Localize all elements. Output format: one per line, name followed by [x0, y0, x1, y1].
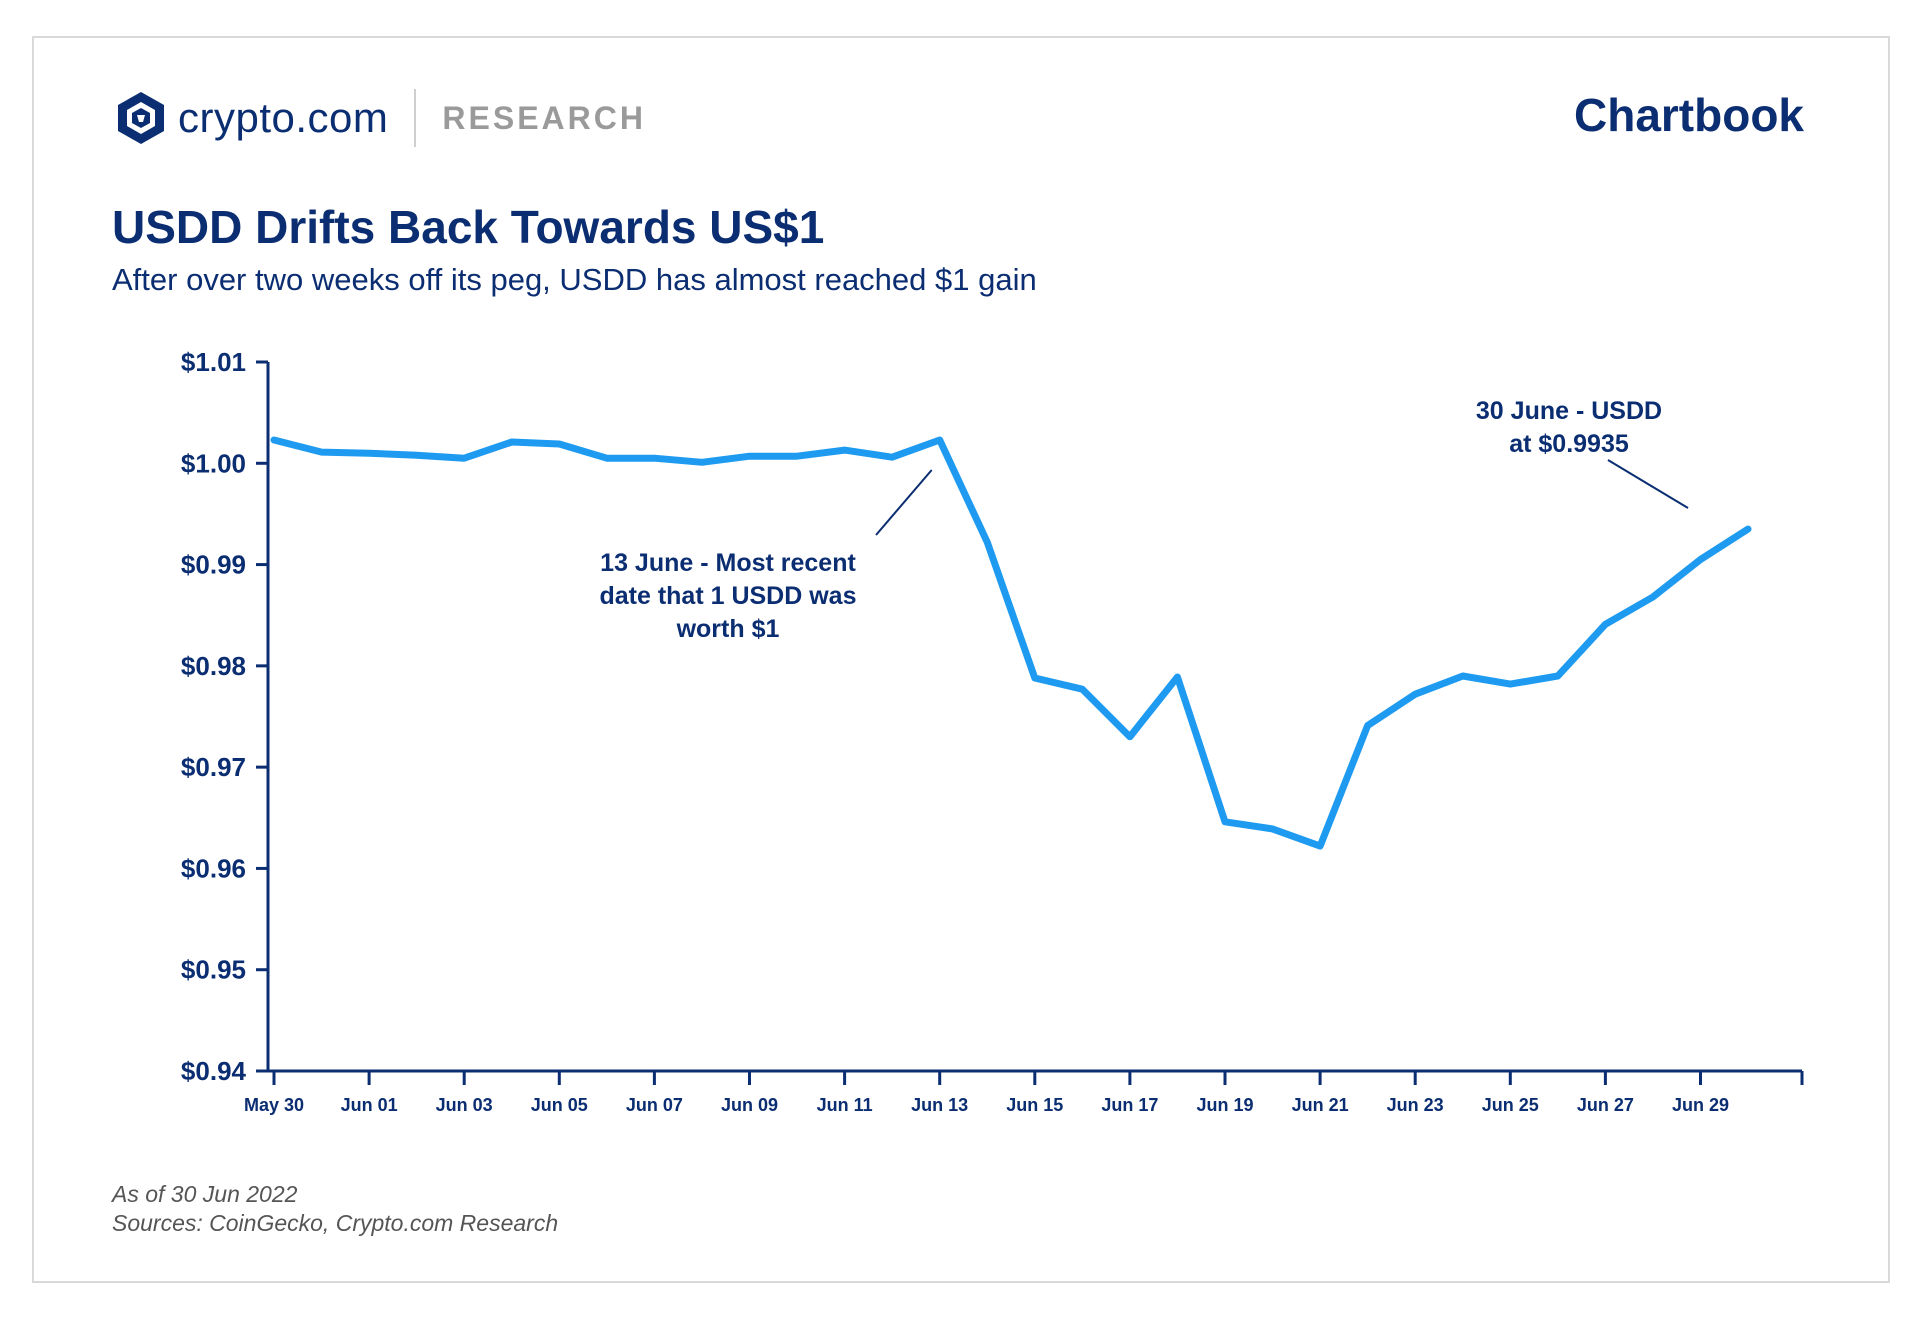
y-tick-label: $1.00: [181, 448, 246, 478]
x-tick-label: Jun 07: [626, 1095, 683, 1115]
chart-title: USDD Drifts Back Towards US$1: [112, 201, 825, 253]
x-tick-label: Jun 17: [1101, 1095, 1158, 1115]
x-tick-label: Jun 11: [817, 1095, 873, 1115]
x-tick-label: Jun 01: [341, 1095, 398, 1115]
crypto-com-lion-shield-icon: [118, 92, 164, 144]
y-tick-label: $0.98: [181, 651, 246, 681]
x-tick-label: Jun 21: [1292, 1095, 1349, 1115]
annotation-leader-line: [875, 469, 933, 536]
annotation-text: 30 June - USDD: [1476, 397, 1662, 425]
header-divider: [414, 89, 417, 147]
chart-subtitle: After over two weeks off its peg, USDD h…: [112, 262, 1037, 297]
x-tick-label: Jun 25: [1482, 1095, 1539, 1115]
x-tick-label: Jun 05: [531, 1095, 588, 1115]
x-tick-label: Jun 15: [1006, 1095, 1063, 1115]
y-tick-label: $0.97: [181, 752, 246, 782]
y-tick-label: $0.94: [181, 1056, 247, 1086]
as-of-note: As of 30 Jun 2022: [112, 1181, 298, 1207]
x-tick-label: Jun 19: [1196, 1095, 1253, 1115]
x-tick-label: Jun 09: [721, 1095, 778, 1115]
x-tick-label: Jun 29: [1672, 1095, 1729, 1115]
y-tick-label: $0.99: [181, 550, 246, 580]
brand-name: crypto.com: [178, 94, 389, 141]
x-tick-label: May 30: [244, 1095, 304, 1115]
y-tick-label: $0.96: [181, 853, 246, 883]
annotation-text: worth $1: [676, 615, 780, 643]
chartbook-label: Chartbook: [1574, 89, 1804, 141]
chart-footer: As of 30 Jun 2022 Sources: CoinGecko, Cr…: [112, 1180, 558, 1238]
y-tick-label: $0.95: [181, 955, 246, 985]
annotation-text: at $0.9935: [1509, 430, 1629, 458]
usdd-price-line: [270, 436, 1752, 850]
x-tick-label: Jun 23: [1387, 1095, 1444, 1115]
x-tick-label: Jun 13: [911, 1095, 968, 1115]
annotation-text: 13 June - Most recent: [600, 549, 856, 577]
y-tick-label: $1.01: [181, 347, 246, 377]
chart-card: [32, 36, 1890, 1283]
sources-note: Sources: CoinGecko, Crypto.com Research: [112, 1210, 559, 1236]
header-brand: crypto.com RESEARCH: [116, 88, 646, 148]
annotation-text: date that 1 USDD was: [599, 582, 856, 610]
annotation-leader-line: [1607, 459, 1689, 509]
research-label: RESEARCH: [442, 99, 646, 136]
x-tick-label: Jun 03: [436, 1095, 493, 1115]
x-tick-label: Jun 27: [1577, 1095, 1634, 1115]
